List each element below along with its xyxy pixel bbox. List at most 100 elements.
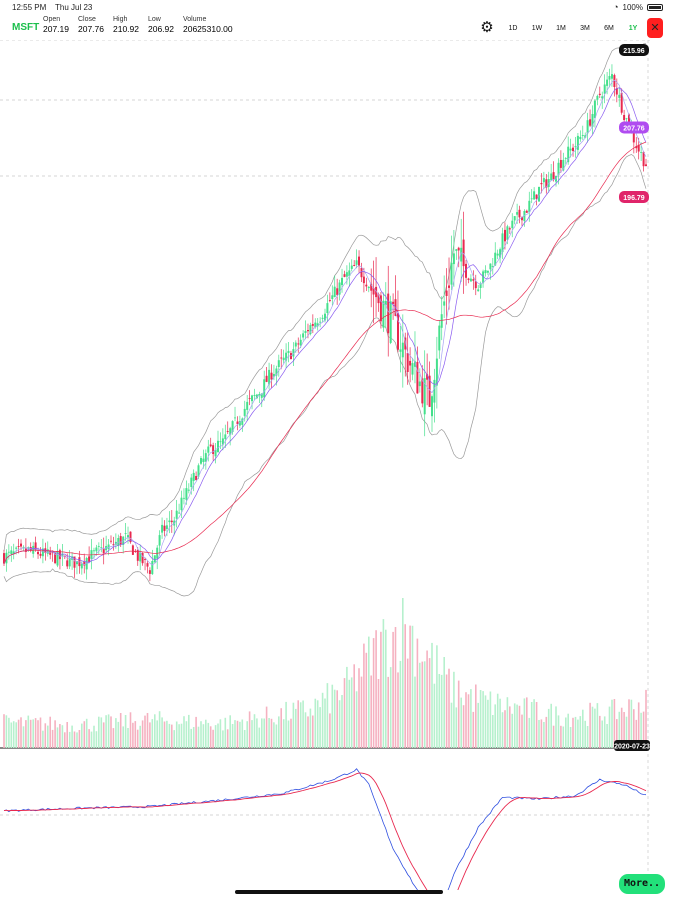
candle-body <box>83 561 86 566</box>
volume-bar <box>178 724 180 748</box>
volume-bar <box>346 666 348 748</box>
volume-bar <box>572 717 574 748</box>
candle-body <box>414 361 416 367</box>
range-1d[interactable]: 1D <box>508 24 518 32</box>
candle-body <box>516 212 519 215</box>
range-1y[interactable]: 1Y <box>628 24 638 32</box>
candle-body <box>569 148 572 151</box>
candle-body <box>224 434 227 440</box>
volume-bar <box>243 730 246 748</box>
stock-chart[interactable]: 215.96 207.76 196.79 2020-07-23 <box>0 40 675 890</box>
volume-bar <box>209 726 212 748</box>
price-label-badge <box>619 121 649 134</box>
status-time: 12:55 PM <box>12 3 47 12</box>
candle-body <box>333 286 336 297</box>
more-button[interactable]: More.. <box>619 874 665 894</box>
volume-bar <box>71 725 73 748</box>
candle-body <box>406 353 409 372</box>
candle-body <box>562 159 565 171</box>
candle-body <box>338 282 341 295</box>
volume-bar <box>285 701 287 748</box>
volume-bar <box>39 717 42 748</box>
volume-bar <box>445 674 448 748</box>
volume-bar <box>372 638 375 748</box>
candle-body <box>637 144 640 152</box>
volume-bar <box>192 727 195 748</box>
volume-bar <box>144 715 146 748</box>
volume-bar <box>533 699 535 748</box>
candle-body <box>321 317 324 319</box>
candle-body <box>345 272 348 277</box>
range-3m[interactable]: 3M <box>580 24 590 32</box>
candle-body <box>399 349 402 352</box>
range-6m[interactable]: 6M <box>604 24 614 32</box>
stat-label: Low <box>148 16 161 23</box>
volume-bar <box>336 690 338 748</box>
volume-bar <box>47 725 49 748</box>
candle-body <box>112 544 115 546</box>
volume-bar <box>141 720 144 748</box>
candle-body <box>272 374 275 377</box>
volume-bar <box>270 718 273 748</box>
candle-body <box>635 146 638 149</box>
volume-bar <box>326 683 329 748</box>
volume-bar <box>482 691 484 748</box>
volume-bar <box>523 698 526 748</box>
volume-bar <box>12 721 15 748</box>
volume-bar <box>100 717 103 748</box>
volume-bar <box>409 625 411 748</box>
candle-body <box>54 553 57 564</box>
volume-bar <box>234 720 236 748</box>
candle-body <box>550 173 553 181</box>
stat-close: Close 207.76 <box>78 16 104 34</box>
volume-bar <box>207 722 210 748</box>
price-label-text: 207.76 <box>623 126 645 133</box>
range-1w[interactable]: 1W <box>531 24 543 32</box>
candle-body <box>248 398 251 399</box>
volume-bar <box>90 731 93 748</box>
volume-bar <box>3 714 5 748</box>
range-1m[interactable]: 1M <box>556 24 566 32</box>
volume-bar <box>222 730 224 748</box>
volume-bar <box>579 716 582 748</box>
close-button[interactable]: ✕ <box>647 18 663 38</box>
gear-icon[interactable]: ⚙ <box>480 19 494 36</box>
ma-short-line <box>3 79 647 566</box>
stat-high: High 210.92 <box>113 16 139 34</box>
candle-body <box>185 488 188 500</box>
macd-panel <box>3 768 647 890</box>
candle-body <box>350 265 353 269</box>
volume-bar <box>314 698 317 748</box>
candle-body <box>76 561 78 565</box>
volume-bar <box>387 676 389 748</box>
volume-bar <box>251 720 253 748</box>
battery-icon <box>647 3 663 11</box>
candle-body <box>518 209 521 218</box>
macd-signal-line <box>3 772 647 890</box>
candle-body <box>180 497 183 511</box>
candle-body <box>572 147 574 151</box>
candle-body <box>367 286 370 289</box>
candle-body <box>151 561 154 575</box>
volume-bar <box>81 723 83 748</box>
candle-body <box>246 401 249 410</box>
date-label-text: 2020-07-23 <box>614 744 650 751</box>
candle-body <box>513 216 516 221</box>
volume-bar <box>185 721 188 748</box>
volume-bar <box>375 630 377 748</box>
volume-bar <box>487 699 489 748</box>
stat-open: Open 207.19 <box>43 16 69 34</box>
volume-bar <box>20 717 22 748</box>
candle-body <box>533 191 536 200</box>
candle-body <box>348 270 351 276</box>
volume-bar <box>511 713 513 748</box>
volume-bar <box>496 693 499 748</box>
volume-bar <box>516 704 518 748</box>
candle-body <box>469 278 472 282</box>
candle-body <box>404 337 407 350</box>
volume-bar <box>205 719 207 748</box>
volume-bar <box>248 711 251 748</box>
candle-body <box>153 555 156 563</box>
candle-body <box>51 551 54 553</box>
candle-body <box>557 162 560 175</box>
